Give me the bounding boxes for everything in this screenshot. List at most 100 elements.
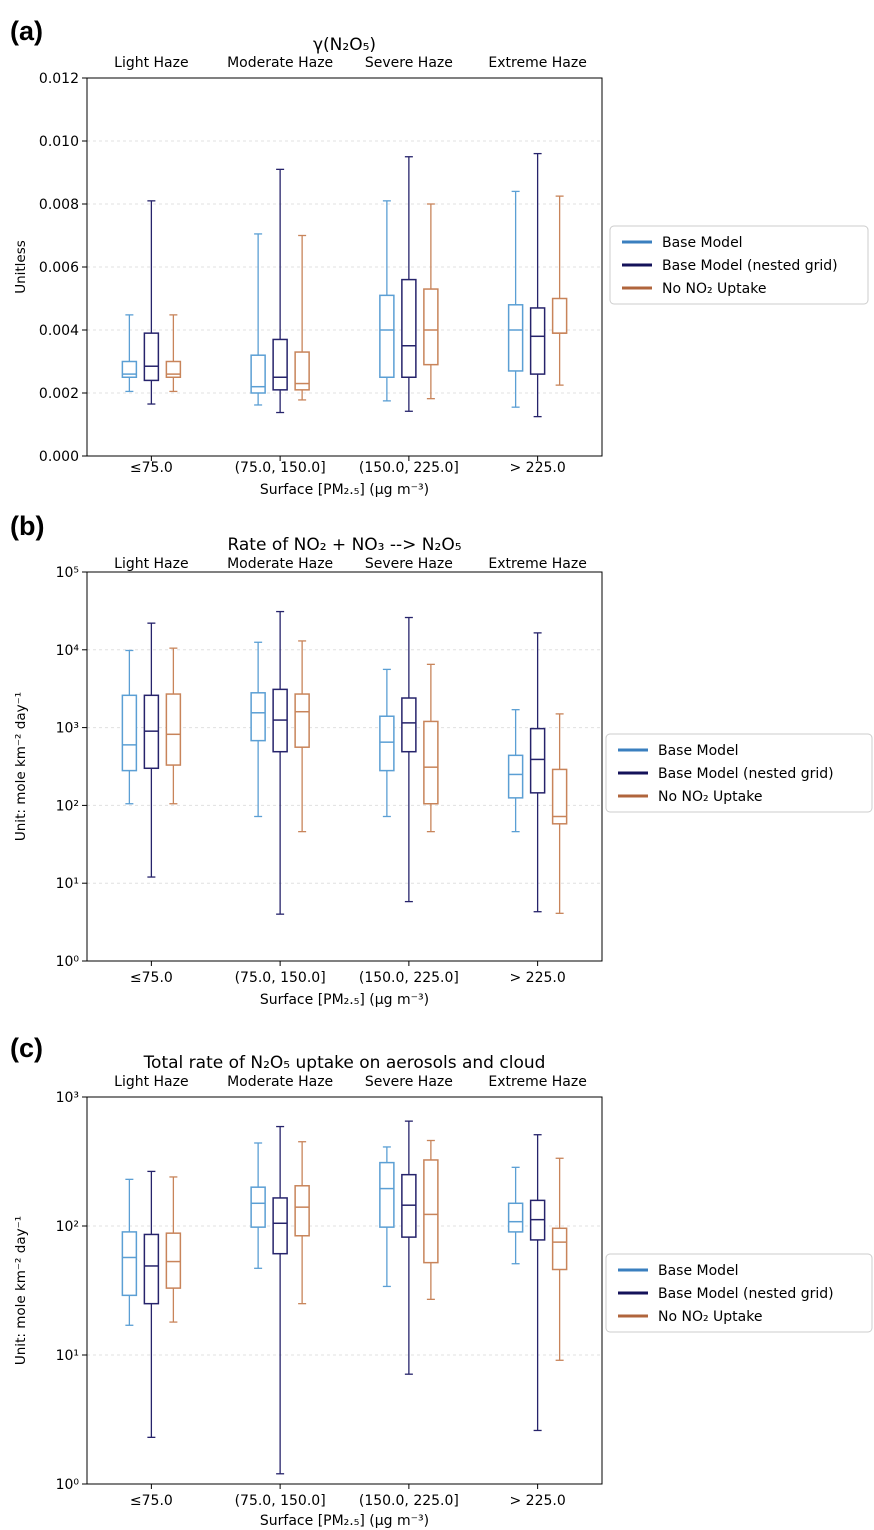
box-0-0	[121, 314, 138, 393]
legend-box	[605, 1253, 873, 1333]
box-iqr	[529, 727, 546, 794]
x-tick-label: ≤75.0	[130, 970, 173, 986]
box-0-3	[507, 1166, 524, 1265]
chart-title: γ(N₂O₅)	[313, 35, 376, 55]
box-iqr	[507, 754, 524, 799]
box-iqr	[401, 697, 417, 753]
box-2-2	[423, 203, 439, 400]
panel-2: (c) Total rate of N₂O₅ uptake on aerosols…	[10, 1033, 873, 1529]
box-2-3	[551, 195, 568, 386]
legend-box	[609, 225, 869, 305]
box-2-3	[551, 1157, 568, 1361]
y-tick-label: 0.006	[39, 260, 79, 276]
box-iqr	[401, 278, 417, 379]
y-tick-label: 10⁰	[56, 1477, 80, 1493]
box-iqr	[423, 1159, 439, 1264]
box-0-1	[250, 641, 266, 818]
box-2-1	[294, 1141, 310, 1305]
panel-letter: (a)	[10, 16, 43, 46]
category-name-label: Severe Haze	[365, 55, 453, 71]
panel-1: (b) Rate of NO₂ + NO₃ --> N₂O₅ 10⁰ 10¹ 10² 10…	[10, 511, 873, 1008]
x-tick-label: > 225.0	[509, 460, 565, 476]
x-tick-label: (150.0, 225.0]	[359, 460, 459, 476]
box-1-3	[529, 632, 546, 913]
x-axis-label: Surface [PM₂.₅] (μg m⁻³)	[260, 992, 429, 1008]
box-iqr	[379, 294, 395, 379]
y-axis-label: Unit: mole km⁻² day⁻¹	[13, 692, 29, 841]
box-0-1	[250, 233, 266, 406]
legend-entry: Base Model	[658, 1263, 739, 1279]
box-0-3	[507, 190, 524, 408]
panel-0: (a) γ(N₂O₅) 0.000 0.002 0.004 0.006 0.008 0.010…	[10, 16, 869, 498]
box-2-1	[294, 640, 310, 833]
category-name-label: Light Haze	[114, 556, 188, 572]
box-iqr	[423, 288, 439, 366]
chart-title: Rate of NO₂ + NO₃ --> N₂O₅	[227, 535, 461, 555]
legend-entry: No NO₂ Uptake	[658, 1309, 762, 1325]
legend-entry: No NO₂ Uptake	[662, 281, 766, 297]
box-2-1	[294, 234, 310, 401]
category-name-label: Light Haze	[114, 55, 188, 71]
box-1-0	[143, 1170, 160, 1438]
x-tick-label: (75.0, 150.0]	[235, 460, 326, 476]
box-iqr	[423, 720, 439, 805]
box-2-2	[423, 663, 439, 833]
box-1-1	[272, 168, 288, 414]
box-2-2	[423, 1139, 439, 1301]
box-iqr	[165, 360, 182, 378]
box-1-1	[272, 1125, 288, 1475]
box-2-3	[551, 713, 568, 914]
box-0-2	[379, 200, 395, 402]
box-iqr	[250, 354, 266, 394]
category-name-label: Severe Haze	[365, 556, 453, 572]
box-iqr	[250, 692, 266, 742]
box-2-0	[165, 1176, 182, 1323]
box-1-0	[143, 622, 160, 878]
y-tick-label: 0.002	[39, 386, 79, 402]
x-tick-label: > 225.0	[509, 1493, 565, 1509]
box-iqr	[529, 307, 546, 375]
box-0-2	[379, 668, 395, 818]
box-iqr	[165, 693, 182, 766]
box-iqr	[507, 304, 524, 372]
y-axis-label: Unitless	[13, 240, 29, 294]
box-1-0	[143, 200, 160, 405]
box-iqr	[379, 715, 395, 772]
box-1-3	[529, 152, 546, 418]
x-tick-label: (150.0, 225.0]	[359, 970, 459, 986]
box-iqr	[121, 360, 138, 378]
y-tick-label: 10¹	[56, 1348, 79, 1364]
legend-entry: No NO₂ Uptake	[658, 789, 762, 805]
box-iqr	[551, 297, 568, 334]
box-iqr	[121, 694, 138, 772]
category-name-label: Moderate Haze	[227, 1074, 333, 1090]
box-1-2	[401, 1120, 417, 1375]
x-tick-label: ≤75.0	[130, 1493, 173, 1509]
x-tick-label: > 225.0	[509, 970, 565, 986]
legend-entry: Base Model	[662, 235, 743, 251]
box-iqr	[507, 1202, 524, 1233]
legend: Base Model Base Model (nested grid) No NO₂…	[605, 1253, 873, 1333]
y-tick-label: 10³	[56, 1090, 79, 1106]
category-name-label: Severe Haze	[365, 1074, 453, 1090]
box-iqr	[294, 351, 310, 391]
box-1-1	[272, 610, 288, 915]
y-tick-label: 10²	[56, 1219, 79, 1235]
category-name-label: Moderate Haze	[227, 556, 333, 572]
box-1-3	[529, 1134, 546, 1432]
legend-entry: Base Model (nested grid)	[662, 258, 838, 274]
y-tick-label: 10⁴	[56, 643, 80, 659]
y-tick-label: 0.012	[39, 71, 79, 87]
x-tick-label: (150.0, 225.0]	[359, 1493, 459, 1509]
y-tick-label: 0.010	[39, 134, 79, 150]
plot-frame	[86, 77, 603, 457]
box-iqr	[272, 338, 288, 391]
box-iqr	[272, 1197, 288, 1255]
box-iqr	[294, 1185, 310, 1237]
box-iqr	[551, 768, 568, 825]
plot-frame	[86, 1096, 603, 1485]
y-tick-label: 10¹	[56, 876, 79, 892]
y-tick-label: 10⁵	[56, 565, 79, 581]
box-iqr	[165, 1232, 182, 1289]
box-2-0	[165, 647, 182, 805]
